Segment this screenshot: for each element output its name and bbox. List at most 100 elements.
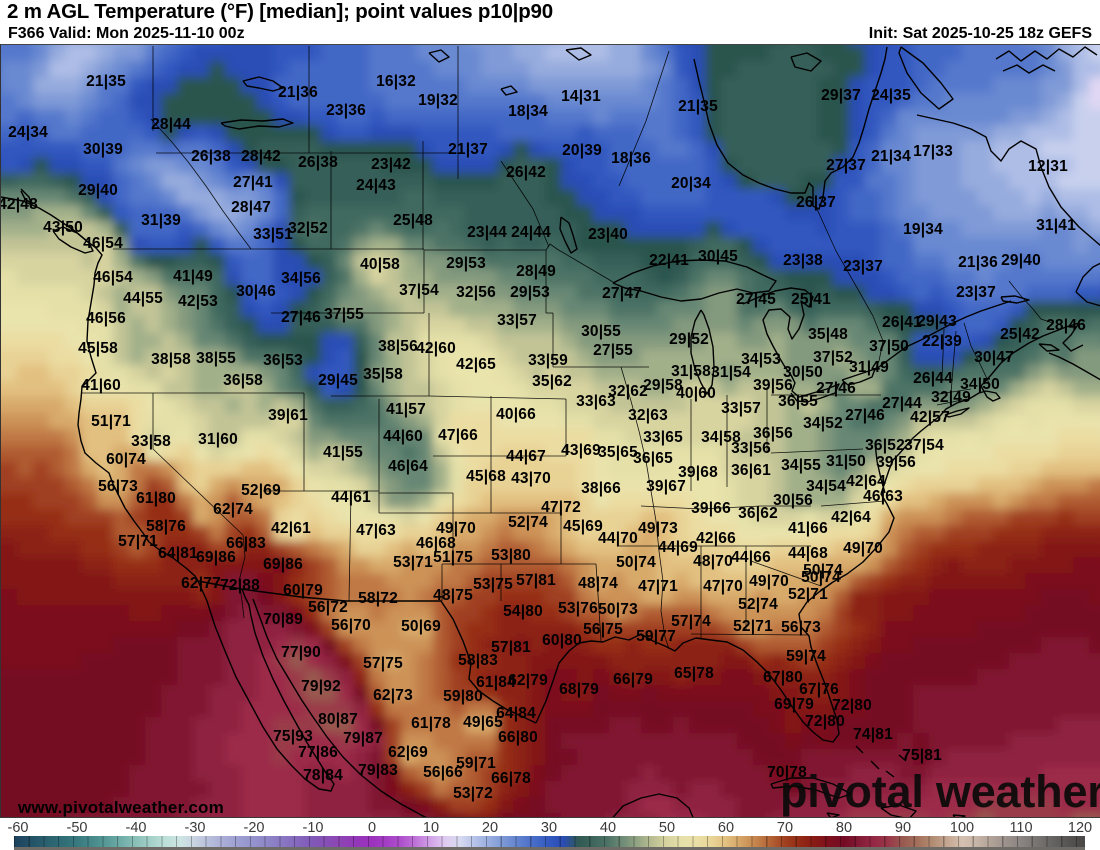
svg-text:24|44: 24|44 bbox=[511, 224, 551, 241]
svg-text:44|69: 44|69 bbox=[658, 539, 698, 556]
svg-text:36|56: 36|56 bbox=[753, 425, 793, 442]
svg-text:62|73: 62|73 bbox=[373, 687, 413, 704]
svg-text:48|75: 48|75 bbox=[433, 587, 473, 604]
svg-text:60|79: 60|79 bbox=[283, 582, 323, 599]
svg-text:16|32: 16|32 bbox=[376, 73, 416, 90]
svg-text:49|65: 49|65 bbox=[463, 714, 503, 731]
svg-text:46|54: 46|54 bbox=[93, 269, 133, 286]
svg-text:70|78: 70|78 bbox=[767, 764, 807, 781]
svg-text:46|54: 46|54 bbox=[83, 235, 123, 252]
svg-text:27|46: 27|46 bbox=[845, 407, 885, 424]
svg-text:42|64: 42|64 bbox=[831, 509, 871, 526]
svg-text:67|80: 67|80 bbox=[763, 669, 803, 686]
svg-text:33|59: 33|59 bbox=[528, 352, 568, 369]
svg-text:www.pivotalweather.com: www.pivotalweather.com bbox=[17, 798, 224, 817]
svg-text:42|48: 42|48 bbox=[1, 196, 38, 213]
svg-text:29|40: 29|40 bbox=[78, 182, 118, 199]
svg-text:66|79: 66|79 bbox=[613, 671, 653, 688]
svg-text:46|56: 46|56 bbox=[86, 310, 126, 327]
svg-text:28|46: 28|46 bbox=[1046, 317, 1086, 334]
svg-text:37|50: 37|50 bbox=[869, 338, 909, 355]
svg-text:23|36: 23|36 bbox=[326, 102, 366, 119]
svg-text:31|41: 31|41 bbox=[1036, 217, 1076, 234]
svg-text:33|63: 33|63 bbox=[576, 393, 616, 410]
svg-text:47|63: 47|63 bbox=[356, 522, 396, 539]
svg-text:17|33: 17|33 bbox=[913, 143, 953, 160]
svg-text:42|66: 42|66 bbox=[696, 530, 736, 547]
svg-text:42|61: 42|61 bbox=[271, 520, 311, 537]
svg-text:21|35: 21|35 bbox=[86, 73, 126, 90]
svg-text:59|71: 59|71 bbox=[456, 755, 496, 772]
svg-text:42|65: 42|65 bbox=[456, 356, 496, 373]
svg-text:22|41: 22|41 bbox=[649, 252, 689, 269]
svg-text:28|49: 28|49 bbox=[516, 263, 556, 280]
svg-text:32|56: 32|56 bbox=[456, 284, 496, 301]
svg-text:79|87: 79|87 bbox=[343, 730, 383, 747]
svg-text:33|56: 33|56 bbox=[731, 440, 771, 457]
svg-text:29|58: 29|58 bbox=[643, 377, 683, 394]
svg-text:62|79: 62|79 bbox=[508, 672, 548, 689]
svg-text:33|65: 33|65 bbox=[643, 429, 683, 446]
svg-text:62|77: 62|77 bbox=[181, 575, 221, 592]
svg-text:60|80: 60|80 bbox=[542, 632, 582, 649]
svg-text:47|72: 47|72 bbox=[541, 499, 581, 516]
svg-text:42|64: 42|64 bbox=[846, 473, 886, 490]
svg-text:43|50: 43|50 bbox=[43, 219, 83, 236]
svg-text:30|56: 30|56 bbox=[773, 492, 813, 509]
svg-text:36|61: 36|61 bbox=[731, 462, 771, 479]
svg-text:29|43: 29|43 bbox=[917, 313, 957, 330]
svg-text:72|80: 72|80 bbox=[805, 713, 845, 730]
svg-text:29|53: 29|53 bbox=[510, 284, 550, 301]
svg-text:59|77: 59|77 bbox=[636, 628, 676, 645]
svg-text:66|80: 66|80 bbox=[498, 729, 538, 746]
svg-text:47|70: 47|70 bbox=[703, 578, 743, 595]
svg-text:49|73: 49|73 bbox=[638, 520, 678, 537]
svg-text:27|37: 27|37 bbox=[826, 157, 866, 174]
svg-text:21|36: 21|36 bbox=[958, 254, 998, 271]
svg-text:23|37: 23|37 bbox=[956, 284, 996, 301]
svg-text:41|55: 41|55 bbox=[323, 444, 363, 461]
svg-text:32|62: 32|62 bbox=[608, 383, 648, 400]
svg-text:57|74: 57|74 bbox=[671, 613, 711, 630]
svg-text:66|83: 66|83 bbox=[226, 535, 266, 552]
svg-text:52|74: 52|74 bbox=[738, 596, 778, 613]
svg-text:37|54: 37|54 bbox=[904, 437, 944, 454]
svg-text:44|55: 44|55 bbox=[123, 290, 163, 307]
svg-text:49|70: 49|70 bbox=[749, 573, 789, 590]
svg-text:31|60: 31|60 bbox=[198, 431, 238, 448]
svg-text:46|63: 46|63 bbox=[863, 488, 903, 505]
svg-text:44|60: 44|60 bbox=[383, 428, 423, 445]
svg-text:26|44: 26|44 bbox=[913, 370, 953, 387]
svg-text:28|44: 28|44 bbox=[151, 116, 191, 133]
svg-text:50|74: 50|74 bbox=[801, 569, 841, 586]
svg-text:44|61: 44|61 bbox=[331, 489, 371, 506]
svg-text:56|73: 56|73 bbox=[781, 619, 821, 636]
svg-text:39|56: 39|56 bbox=[876, 454, 916, 471]
svg-text:28|47: 28|47 bbox=[231, 199, 271, 216]
svg-text:77|90: 77|90 bbox=[281, 644, 321, 661]
svg-text:62|74: 62|74 bbox=[213, 501, 253, 518]
svg-text:74|81: 74|81 bbox=[853, 726, 893, 743]
svg-text:41|60: 41|60 bbox=[81, 377, 121, 394]
svg-text:50|74: 50|74 bbox=[803, 562, 843, 579]
svg-text:pivotal weather: pivotal weather bbox=[780, 766, 1100, 817]
svg-text:36|58: 36|58 bbox=[223, 372, 263, 389]
svg-text:46|64: 46|64 bbox=[388, 458, 428, 475]
svg-text:19|32: 19|32 bbox=[418, 92, 458, 109]
svg-text:33|51: 33|51 bbox=[253, 226, 293, 243]
svg-text:47|71: 47|71 bbox=[638, 578, 678, 595]
svg-text:65|78: 65|78 bbox=[674, 665, 714, 682]
svg-text:34|54: 34|54 bbox=[806, 478, 846, 495]
svg-text:50|73: 50|73 bbox=[598, 601, 638, 618]
svg-text:53|76: 53|76 bbox=[558, 600, 598, 617]
svg-text:45|58: 45|58 bbox=[78, 340, 118, 357]
svg-text:26|38: 26|38 bbox=[298, 154, 338, 171]
svg-text:48|74: 48|74 bbox=[578, 575, 618, 592]
svg-text:64|84: 64|84 bbox=[496, 705, 536, 722]
svg-text:53|75: 53|75 bbox=[473, 576, 513, 593]
svg-text:50|69: 50|69 bbox=[401, 618, 441, 635]
svg-text:33|58: 33|58 bbox=[131, 433, 171, 450]
svg-text:67|76: 67|76 bbox=[799, 681, 839, 698]
svg-text:58|83: 58|83 bbox=[458, 652, 498, 669]
svg-text:34|52: 34|52 bbox=[803, 415, 843, 432]
